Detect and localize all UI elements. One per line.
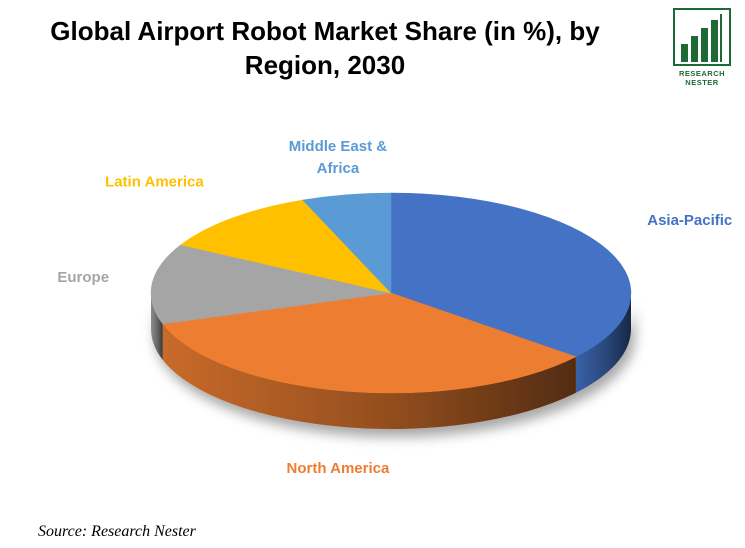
pie-slice-middle-east (302, 192, 392, 294)
bar-chart-logo-icon (673, 8, 731, 66)
chart-title-line-1: Global Airport Robot Market Share (in %)… (50, 16, 600, 46)
pie-slice-latin-america (180, 199, 392, 294)
slice-label-north-america: North America (287, 460, 390, 477)
pie-side-walls (151, 293, 631, 429)
slice-label-asia-pacific: Asia-Pacific (647, 212, 732, 229)
pie-slice-asia-pacific (390, 192, 632, 358)
pie-slice-europe (150, 244, 392, 325)
pie-side-europe (151, 293, 163, 360)
research-nester-logo: RESEARCH NESTER (673, 8, 731, 88)
slice-label-latin-america: Latin America (105, 173, 204, 190)
pie-side-asia-pacific (575, 293, 631, 393)
chart-title: Global Airport Robot Market Share (in %)… (0, 14, 650, 82)
source-note: Source: Research Nester (38, 523, 196, 540)
pie-labels: Asia-Pacific North America Europe Latin Ame… (57, 138, 732, 477)
pie-top-faces (150, 192, 632, 394)
pie-side-north-america (162, 323, 576, 429)
logo-text-research: RESEARCH (678, 69, 726, 78)
pie-slice-north-america (162, 292, 577, 394)
slice-label-middle-east: Middle East & Africa (289, 138, 388, 177)
logo-text-nester: NESTER (685, 78, 719, 87)
slice-label-europe: Europe (57, 269, 109, 286)
chart-title-line-2: Region, 2030 (244, 50, 406, 80)
